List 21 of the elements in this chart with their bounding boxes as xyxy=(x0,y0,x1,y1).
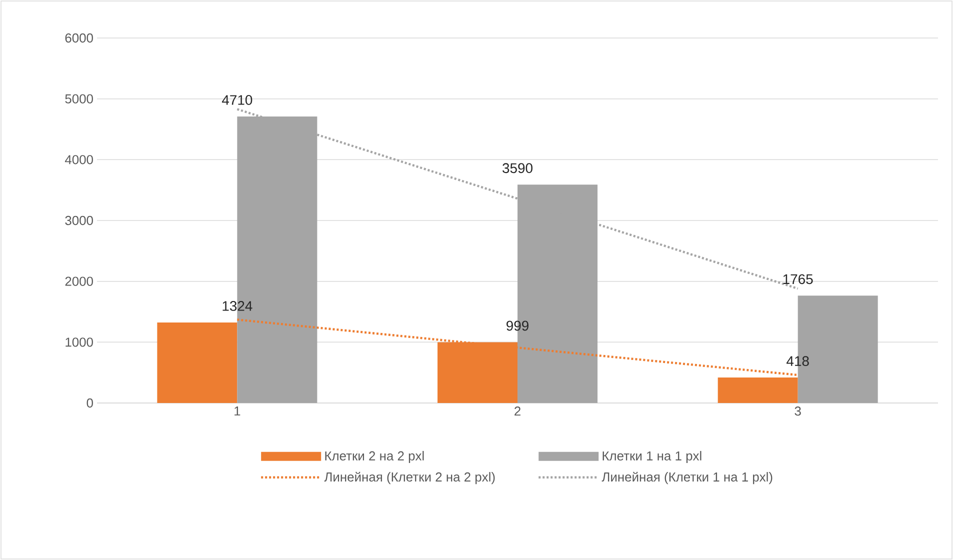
y-tick-label: 3000 xyxy=(65,216,93,226)
data-label: 999 xyxy=(506,320,528,331)
data-label: 1324 xyxy=(222,301,252,311)
y-tick-label: 6000 xyxy=(65,33,93,43)
data-label: 3590 xyxy=(502,163,532,174)
data-label: 418 xyxy=(786,356,809,366)
y-tick-label: 0 xyxy=(86,398,93,408)
x-tick-label: 3 xyxy=(794,406,801,416)
y-tick-label: 5000 xyxy=(65,94,93,104)
legend-label: Клетки 2 на 2 pxl xyxy=(325,450,424,464)
y-tick-label: 1000 xyxy=(66,338,93,347)
y-tick-label: 4000 xyxy=(64,155,93,164)
x-tick-label: 2 xyxy=(514,406,520,416)
data-label: 1765 xyxy=(783,274,813,284)
y-tick-label: 2000 xyxy=(65,276,93,286)
legend-label: Клетки 1 на 1 pxl xyxy=(602,450,702,464)
legend-label: Линейная (Клетки 2 на 2 pxl) xyxy=(324,472,495,484)
data-label: 4710 xyxy=(222,95,252,105)
legend-label: Линейная (Клетки 1 на 1 pxl) xyxy=(602,472,772,484)
x-tick-label: 1 xyxy=(234,406,240,416)
bar xyxy=(157,322,238,403)
